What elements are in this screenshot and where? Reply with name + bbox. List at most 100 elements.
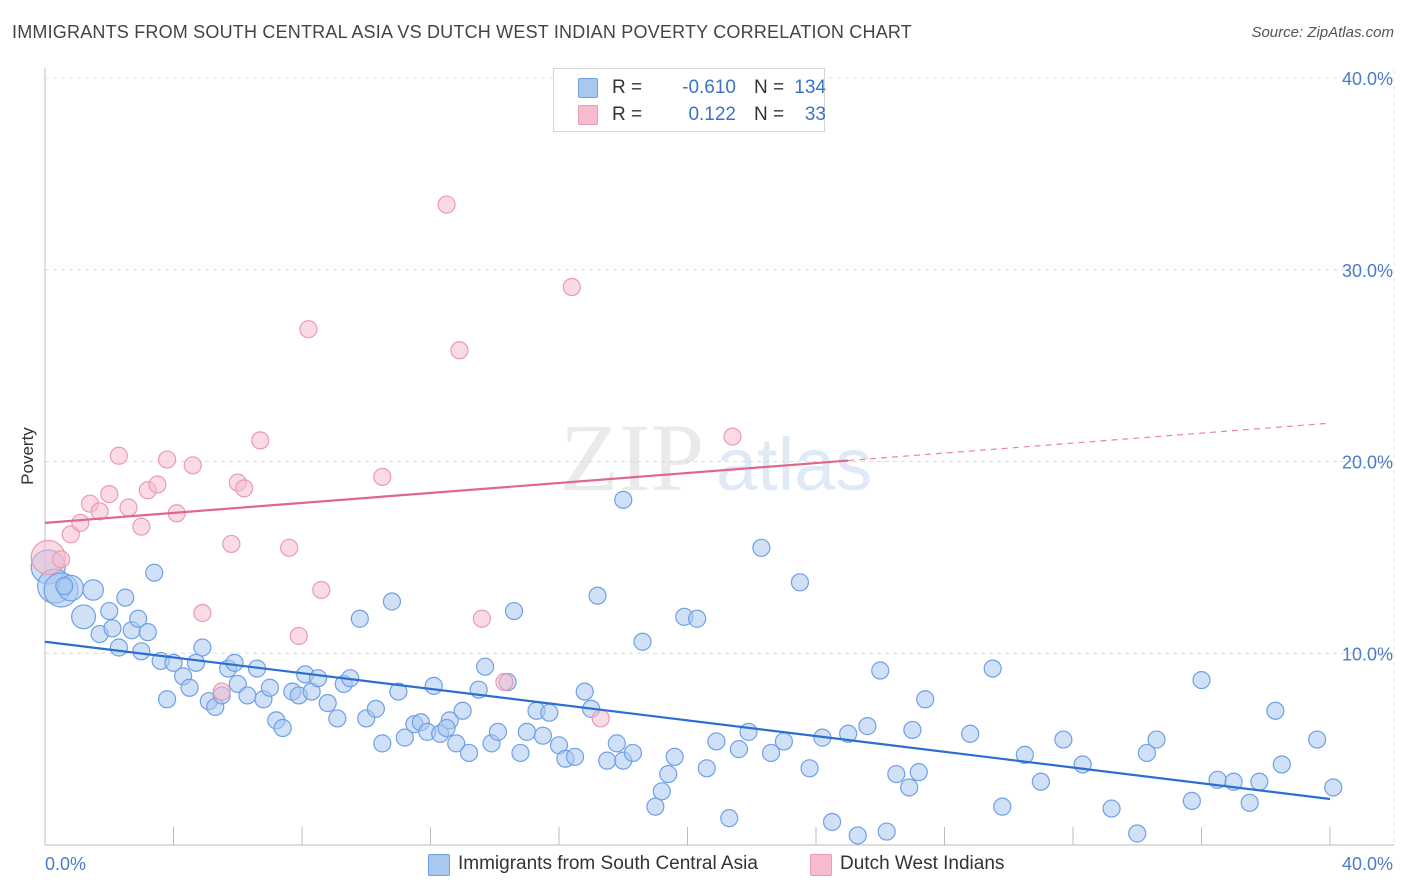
data-point bbox=[800, 759, 819, 778]
data-point bbox=[437, 195, 456, 214]
y-tick-label: 20.0% bbox=[1342, 453, 1393, 473]
data-point bbox=[739, 722, 758, 741]
data-point bbox=[646, 797, 665, 816]
n-label: N = bbox=[754, 77, 785, 98]
data-point bbox=[517, 722, 536, 741]
trend-line bbox=[44, 640, 1331, 801]
data-point bbox=[688, 609, 707, 628]
legend-swatch-pink bbox=[810, 854, 832, 876]
data-point bbox=[1182, 791, 1201, 810]
trend-lines bbox=[44, 422, 1331, 801]
data-point bbox=[1031, 772, 1050, 791]
data-point bbox=[720, 809, 739, 828]
data-point bbox=[82, 579, 104, 601]
data-point bbox=[109, 446, 128, 465]
n-value: 134 bbox=[794, 77, 826, 98]
data-point bbox=[273, 718, 292, 738]
data-point bbox=[697, 759, 716, 778]
data-point bbox=[665, 747, 684, 766]
y-tick-label: 30.0% bbox=[1342, 261, 1393, 281]
data-point bbox=[132, 517, 151, 536]
data-point bbox=[723, 427, 742, 446]
y-tick-label: 10.0% bbox=[1342, 644, 1393, 664]
data-point bbox=[774, 732, 793, 751]
data-point bbox=[318, 694, 337, 713]
data-point bbox=[909, 763, 928, 782]
data-point bbox=[186, 653, 206, 672]
data-point bbox=[119, 498, 138, 517]
data-point bbox=[1240, 793, 1259, 812]
data-point bbox=[495, 672, 514, 692]
data-point bbox=[100, 484, 119, 504]
data-point bbox=[180, 678, 199, 697]
series-legend: Immigrants from South Central Asia Dutch… bbox=[0, 852, 1406, 878]
r-label: R = bbox=[612, 104, 643, 125]
data-point bbox=[312, 580, 331, 600]
data-point bbox=[659, 764, 678, 784]
data-point bbox=[238, 686, 257, 705]
data-point bbox=[983, 659, 1002, 678]
data-point bbox=[251, 431, 270, 450]
data-point bbox=[993, 797, 1012, 816]
data-point bbox=[1054, 730, 1073, 749]
legend-swatch-blue bbox=[578, 78, 598, 98]
trend-line bbox=[44, 459, 849, 524]
series-south-central-asia bbox=[30, 490, 1343, 845]
legend-swatch-pink bbox=[578, 105, 598, 125]
data-point bbox=[183, 456, 202, 475]
data-point bbox=[350, 609, 369, 628]
data-points bbox=[30, 195, 1343, 845]
data-point bbox=[761, 743, 781, 763]
correlation-legend: R = -0.610 N = 134 R = 0.122 N = 33 bbox=[553, 68, 826, 132]
series-dutch-west-indians bbox=[30, 195, 742, 728]
source-label: Source: ZipAtlas.com bbox=[1251, 24, 1394, 41]
data-point bbox=[132, 642, 151, 661]
data-point bbox=[453, 701, 472, 720]
data-point bbox=[145, 563, 164, 582]
data-point bbox=[562, 277, 581, 297]
data-point bbox=[822, 812, 842, 832]
watermark-zip: ZIP bbox=[560, 404, 704, 511]
data-point bbox=[328, 709, 347, 728]
legend-swatch-blue bbox=[428, 854, 450, 876]
data-point bbox=[90, 502, 109, 521]
data-point bbox=[488, 722, 508, 741]
data-point bbox=[235, 479, 254, 498]
data-point bbox=[373, 467, 392, 486]
trend-line-extrapolated bbox=[848, 422, 1331, 462]
data-point bbox=[839, 724, 858, 743]
x-tick-label: 0.0% bbox=[45, 854, 86, 874]
data-point bbox=[504, 601, 524, 621]
n-label: N = bbox=[754, 104, 785, 125]
data-point bbox=[299, 320, 318, 339]
data-point bbox=[1272, 755, 1291, 774]
legend-label: Immigrants from South Central Asia bbox=[458, 853, 758, 874]
data-point bbox=[116, 588, 135, 607]
data-point bbox=[459, 743, 479, 763]
x-tick-label: 40.0% bbox=[1342, 854, 1393, 874]
data-point bbox=[729, 740, 749, 759]
data-point bbox=[212, 682, 231, 701]
y-axis-label: Poverty bbox=[18, 427, 37, 485]
data-point bbox=[1128, 824, 1147, 843]
data-point bbox=[148, 475, 167, 494]
data-point bbox=[633, 632, 652, 651]
data-point bbox=[916, 690, 935, 709]
data-point bbox=[308, 669, 328, 688]
data-point bbox=[447, 734, 466, 753]
data-point bbox=[472, 609, 491, 628]
data-point bbox=[887, 764, 906, 784]
data-point bbox=[790, 573, 810, 592]
data-point bbox=[565, 747, 585, 766]
data-point bbox=[55, 577, 74, 596]
data-point bbox=[877, 822, 896, 841]
data-point bbox=[103, 619, 122, 638]
n-value: 33 bbox=[804, 104, 826, 125]
data-point bbox=[652, 782, 671, 801]
data-point bbox=[157, 690, 177, 709]
data-point bbox=[588, 586, 607, 605]
data-point bbox=[225, 653, 244, 672]
data-point bbox=[1192, 670, 1211, 690]
data-point bbox=[71, 513, 90, 532]
data-point bbox=[51, 550, 71, 569]
